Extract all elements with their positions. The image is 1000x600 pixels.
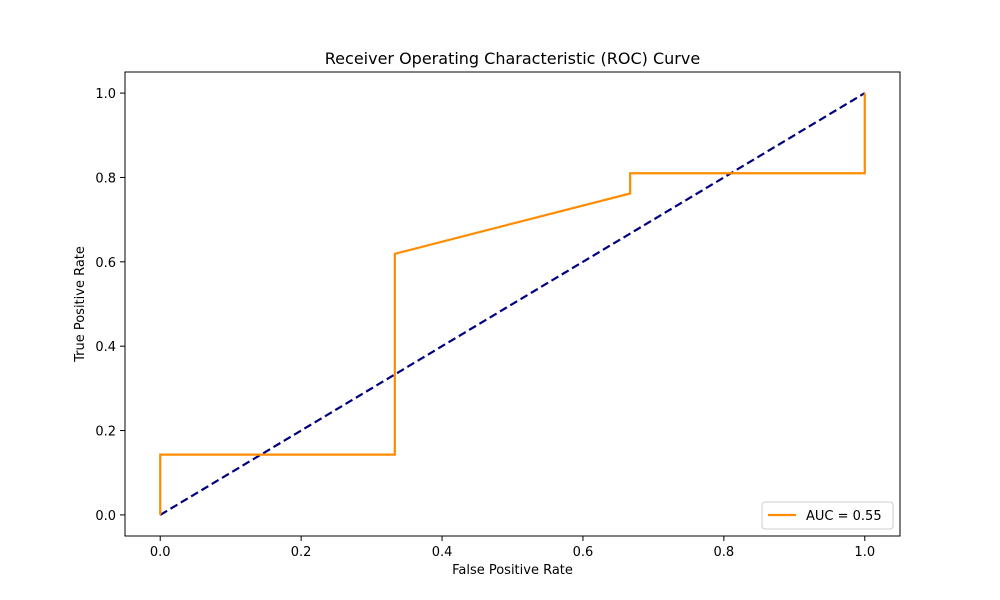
y-axis: 0.0 0.2 0.4 0.6 0.8 1.0	[95, 87, 125, 524]
legend-label-auc: AUC = 0.55	[806, 509, 882, 524]
plot-frame	[124, 71, 901, 537]
series-line-roc	[159, 93, 866, 515]
plot-area	[159, 92, 866, 516]
y-tick-label: 1.0	[95, 87, 116, 102]
y-tick-label: 0.0	[95, 509, 116, 524]
x-tick-label: 0.6	[573, 545, 594, 560]
x-tick-label: 1.0	[854, 545, 875, 560]
x-tick-label: 0.0	[150, 545, 171, 560]
y-tick-label: 0.2	[95, 425, 116, 440]
y-axis-title: True Positive Rate	[73, 246, 88, 363]
x-tick-label: 0.4	[432, 545, 453, 560]
y-tick-label: 0.6	[95, 256, 116, 271]
chart-title: Receiver Operating Characteristic (ROC) …	[325, 49, 700, 68]
y-tick-label: 0.4	[95, 340, 116, 355]
series-line-diagonal	[159, 92, 866, 516]
y-tick-label: 0.8	[95, 171, 116, 186]
legend-box	[761, 501, 894, 530]
x-tick-label: 0.8	[714, 545, 735, 560]
x-axis-title: False Positive Rate	[452, 563, 573, 578]
legend: AUC = 0.55	[761, 501, 894, 530]
x-tick-label: 0.2	[291, 545, 312, 560]
x-axis: 0.0 0.2 0.4 0.6 0.8 1.0	[150, 536, 875, 560]
